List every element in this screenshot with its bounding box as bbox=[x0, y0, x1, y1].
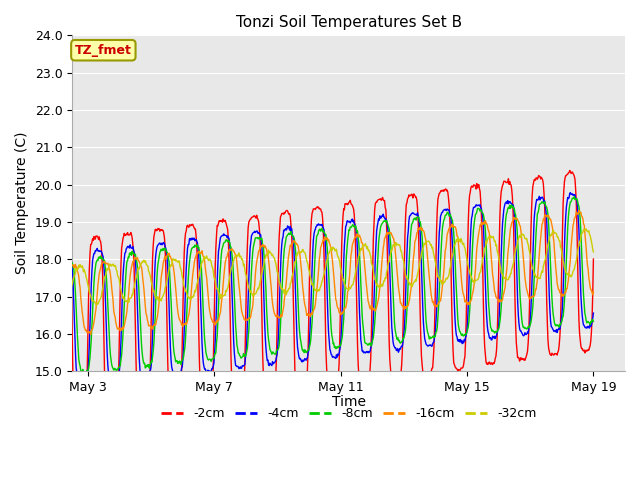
Text: TZ_fmet: TZ_fmet bbox=[75, 44, 132, 57]
Title: Tonzi Soil Temperatures Set B: Tonzi Soil Temperatures Set B bbox=[236, 15, 461, 30]
X-axis label: Time: Time bbox=[332, 395, 365, 409]
Legend: -2cm, -4cm, -8cm, -16cm, -32cm: -2cm, -4cm, -8cm, -16cm, -32cm bbox=[156, 402, 541, 425]
Y-axis label: Soil Temperature (C): Soil Temperature (C) bbox=[15, 132, 29, 275]
